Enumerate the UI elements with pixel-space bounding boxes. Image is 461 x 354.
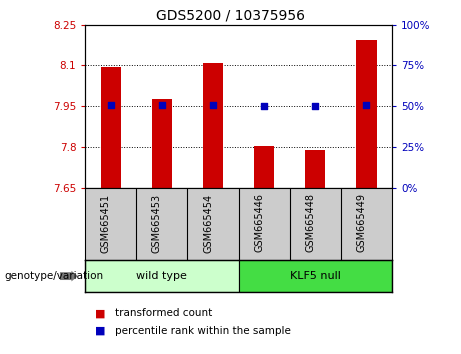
Text: wild type: wild type [136, 271, 187, 281]
Point [158, 102, 165, 107]
Text: GSM665449: GSM665449 [356, 193, 366, 252]
Text: transformed count: transformed count [115, 308, 213, 318]
Text: GSM665453: GSM665453 [152, 193, 162, 252]
Text: GSM665448: GSM665448 [305, 193, 315, 252]
Text: percentile rank within the sample: percentile rank within the sample [115, 326, 291, 336]
Bar [100, 67, 121, 188]
Bar [356, 40, 377, 188]
Point [363, 102, 370, 107]
Text: GSM665454: GSM665454 [203, 193, 213, 252]
Bar [254, 145, 274, 188]
Bar [203, 63, 223, 188]
Text: genotype/variation: genotype/variation [5, 271, 104, 281]
Bar [85, 260, 239, 292]
Text: GSM665451: GSM665451 [101, 193, 111, 252]
Point [107, 102, 114, 107]
Point [312, 103, 319, 109]
Point [260, 103, 268, 109]
Text: KLF5 null: KLF5 null [290, 271, 341, 281]
Text: ■: ■ [95, 326, 105, 336]
Bar [239, 260, 392, 292]
Bar [152, 99, 172, 188]
Text: GSM665446: GSM665446 [254, 193, 264, 252]
Text: ■: ■ [95, 308, 105, 318]
Text: GDS5200 / 10375956: GDS5200 / 10375956 [156, 9, 305, 23]
Bar [305, 150, 325, 188]
Point [209, 102, 217, 107]
